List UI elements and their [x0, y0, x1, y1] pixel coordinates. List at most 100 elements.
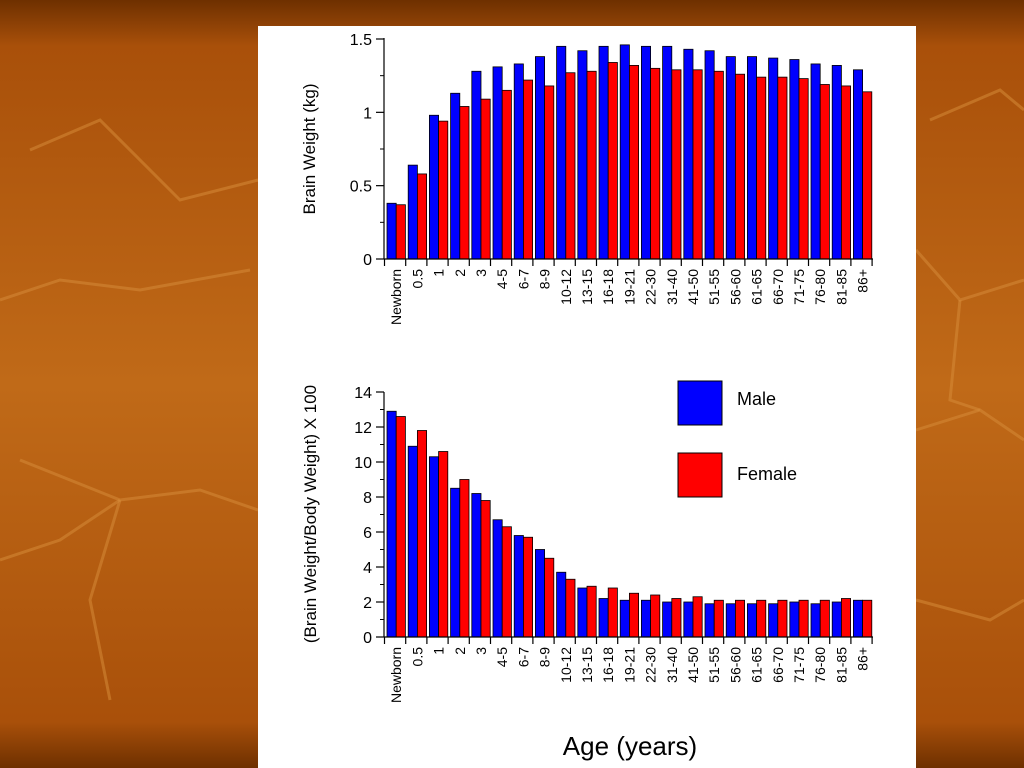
top-x-tick-label: 86+: [855, 269, 871, 293]
brain-body-ratio-x-ticks: Newborn 0.5 1 2 3 4-5 6-7 8-9 10-12 13-15 16-18 19-…: [383, 637, 873, 703]
bot-x-tick-label: 2: [452, 647, 468, 655]
bot-bar-female: [692, 596, 703, 638]
top-bar-female: [671, 69, 682, 260]
top-bar-female: [501, 89, 512, 260]
bot-bar-male: [534, 549, 545, 638]
bot-x-tick-label: 3: [473, 647, 489, 655]
brain-weight-y-axis-label: Brain Weight (kg): [300, 83, 319, 214]
bot-x-tick-label: 4-5: [494, 647, 510, 667]
top-bar-male: [725, 56, 736, 260]
bot-x-tick-label: 10-12: [558, 647, 574, 683]
bot-bar-female: [628, 592, 639, 638]
brain-weight-chart: 00.511.5 Newborn 0.5 1 2 3 4-5 6-7 8-9 10-12 13-1…: [300, 32, 873, 325]
top-bar-male: [513, 63, 524, 260]
bot-bar-male: [746, 603, 757, 638]
top-x-tick-label: Newborn: [388, 269, 404, 325]
bot-bar-male: [577, 587, 588, 638]
bot-y-tick-label: 6: [363, 525, 372, 542]
top-bar-male: [831, 65, 842, 260]
bot-x-tick-label: 19-21: [621, 647, 637, 683]
top-x-tick-label: 6-7: [515, 269, 531, 289]
brain-weight-x-ticks: Newborn 0.5 1 2 3 4-5 6-7 8-9 10-12 13-15 16-18 19-…: [383, 259, 873, 325]
top-x-tick-label: 51-55: [706, 269, 722, 305]
top-bar-female: [692, 69, 703, 260]
bot-x-tick-label: 81-85: [833, 647, 849, 683]
top-x-tick-label: 0.5: [409, 269, 425, 289]
bot-bar-male: [556, 571, 567, 638]
top-bar-female: [628, 65, 639, 260]
top-x-tick-label: 81-85: [833, 269, 849, 305]
top-bar-male: [471, 70, 482, 260]
brain-body-ratio-bars: [386, 410, 873, 638]
bot-bar-female: [862, 599, 873, 638]
bot-bar-male: [619, 599, 630, 638]
bot-bar-female: [586, 585, 597, 638]
bot-bar-male: [428, 456, 439, 638]
top-bar-female: [756, 76, 767, 260]
top-bar-male: [746, 56, 757, 260]
bot-bar-male: [683, 601, 694, 638]
top-bar-female: [841, 85, 852, 260]
top-bar-female: [586, 70, 597, 260]
top-bar-female: [565, 72, 576, 260]
top-x-tick-label: 41-50: [685, 269, 701, 305]
top-bar-male: [619, 44, 630, 260]
bot-x-tick-label: 71-75: [791, 647, 807, 683]
top-y-tick-label: 0: [363, 252, 372, 269]
bot-bar-female: [459, 479, 470, 638]
top-bar-male: [556, 45, 567, 260]
top-x-tick-label: 76-80: [812, 269, 828, 305]
bot-x-tick-label: 86+: [855, 647, 871, 671]
bot-x-tick-label: 76-80: [812, 647, 828, 683]
bot-x-tick-label: 8-9: [537, 647, 553, 667]
bot-y-tick-label: 0: [363, 630, 372, 647]
chart-panel: 0 0.5 1 1.5 Newborn 0.5 1 2 3 4-5 6-7 8-9 10-12 13-1…: [258, 26, 916, 768]
bot-bar-male: [831, 601, 842, 638]
brain-body-ratio-y-axis-label: (Brain Weight/Body Weight) X 100: [301, 385, 320, 643]
bot-bar-female: [565, 578, 576, 638]
bot-bar-male: [810, 603, 821, 638]
bot-x-tick-label: Newborn: [388, 647, 404, 703]
bot-bar-male: [640, 599, 651, 638]
legend-male-swatch: [677, 380, 723, 426]
bot-bar-female: [819, 599, 830, 638]
bot-bar-female: [438, 451, 449, 638]
bot-x-tick-label: 41-50: [685, 647, 701, 683]
top-bar-male: [492, 66, 503, 260]
bot-bar-male: [386, 410, 397, 638]
bot-bar-male: [853, 599, 864, 638]
bot-bar-female: [798, 599, 809, 638]
top-bar-female: [459, 106, 470, 260]
bot-bar-female: [777, 599, 788, 638]
bot-bar-male: [492, 519, 503, 638]
top-bar-female: [819, 84, 830, 260]
top-bar-female: [607, 62, 618, 260]
age-x-axis-label: Age (years): [563, 731, 697, 761]
top-y-tick-label: 1: [363, 105, 372, 122]
top-bar-female: [862, 91, 873, 260]
top-bar-female: [544, 85, 555, 260]
top-x-tick-label: 2: [452, 269, 468, 277]
bot-x-tick-label: 61-65: [749, 647, 765, 683]
top-bar-male: [386, 202, 397, 260]
bot-y-tick-label: 14: [354, 385, 372, 402]
top-y-tick-label: 0.5: [350, 179, 372, 196]
top-bar-female: [438, 120, 449, 260]
top-bar-female: [713, 70, 724, 260]
top-x-tick-label: 61-65: [749, 269, 765, 305]
bot-x-tick-label: 6-7: [515, 647, 531, 667]
top-x-tick-label: 19-21: [621, 269, 637, 305]
bot-bar-male: [513, 535, 524, 638]
top-x-tick-label: 22-30: [643, 269, 659, 305]
top-x-tick-label: 8-9: [537, 269, 553, 289]
bot-bar-male: [598, 598, 609, 638]
top-bar-female: [522, 79, 533, 260]
bot-y-tick-label: 2: [363, 595, 372, 612]
top-bar-male: [810, 63, 821, 260]
top-x-tick-label: 1: [431, 269, 447, 277]
legend-female-swatch: [677, 452, 723, 498]
top-bar-male: [534, 56, 545, 260]
bot-bar-male: [725, 603, 736, 638]
top-x-tick-label: 56-60: [727, 269, 743, 305]
